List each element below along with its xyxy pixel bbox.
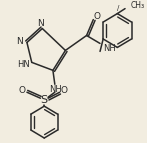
Text: O: O xyxy=(61,86,68,95)
Text: HN: HN xyxy=(17,60,29,69)
Text: N: N xyxy=(37,19,44,28)
Text: N: N xyxy=(16,37,23,46)
Text: /: / xyxy=(117,5,120,11)
Text: O: O xyxy=(94,12,101,21)
Text: S: S xyxy=(41,95,48,105)
Text: NH: NH xyxy=(49,85,62,94)
Text: NH: NH xyxy=(103,44,116,53)
Text: CH₃: CH₃ xyxy=(131,1,145,10)
Text: O: O xyxy=(19,86,26,95)
